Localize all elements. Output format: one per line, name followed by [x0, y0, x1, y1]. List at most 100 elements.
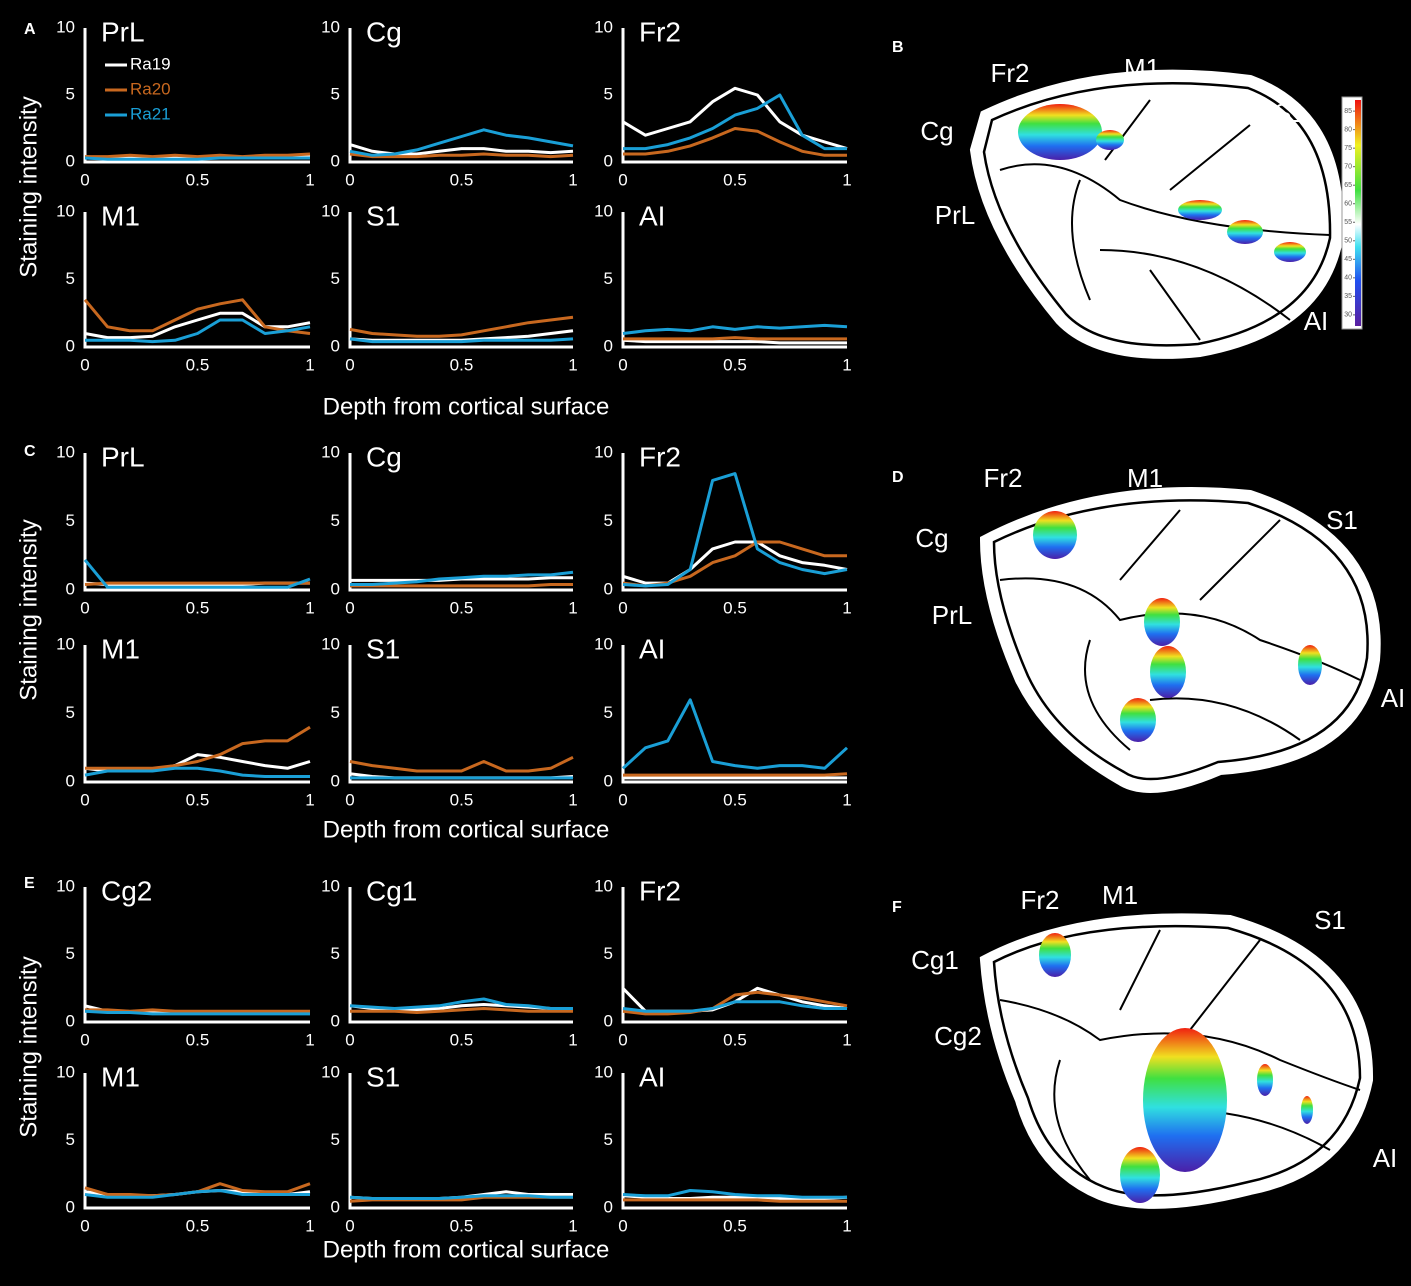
- series-line: [622, 472, 848, 588]
- x-axis-label: Depth from cortical surface: [323, 393, 610, 420]
- chart-title: M1: [101, 633, 140, 664]
- chart-title: Cg: [366, 16, 402, 47]
- y-tick-label: 5: [66, 84, 75, 103]
- chart-title: S1: [366, 1061, 400, 1092]
- x-tick-label: 0: [618, 1216, 627, 1235]
- region-label: AI: [1381, 683, 1406, 713]
- x-tick-label: 1: [305, 598, 314, 617]
- colorbar-tick-label: 65: [1344, 182, 1352, 189]
- y-tick-label: 5: [66, 703, 75, 722]
- region-label: Fr2: [1021, 885, 1060, 915]
- x-tick-label: 0.5: [723, 598, 747, 617]
- x-tick-label: 0: [345, 790, 354, 809]
- y-axis-label: Staining intensity: [15, 519, 42, 700]
- series-line: [622, 338, 847, 345]
- colorbar-tick-label: 35: [1344, 293, 1352, 300]
- series-line: [85, 318, 311, 344]
- y-tick-label: 0: [66, 151, 75, 170]
- x-tick-label: 0.5: [723, 790, 747, 809]
- x-tick-label: 0: [80, 1030, 89, 1049]
- series-line: [349, 128, 574, 157]
- region-label: S1: [1326, 505, 1358, 535]
- region-lines: [999, 509, 1361, 751]
- y-tick-label: 0: [66, 579, 75, 598]
- x-tick-label: 0: [345, 1030, 354, 1049]
- y-tick-label: 10: [56, 634, 75, 653]
- y-tick-label: 10: [594, 17, 613, 36]
- x-tick-label: 0.5: [723, 1030, 747, 1049]
- series-line: [623, 127, 847, 157]
- x-tick-label: 1: [842, 170, 851, 189]
- y-tick-label: 10: [321, 201, 340, 220]
- y-tick-label: 10: [594, 1062, 613, 1081]
- x-tick-label: 1: [568, 598, 577, 617]
- panel-label: C: [24, 443, 36, 460]
- x-tick-label: 1: [568, 1216, 577, 1235]
- y-tick-label: 5: [604, 1130, 613, 1149]
- x-tick-label: 0: [618, 790, 627, 809]
- series-line: [349, 315, 574, 338]
- brain-diagram-d: [979, 487, 1381, 793]
- series-line: [623, 93, 847, 151]
- chart-title: Cg2: [101, 875, 152, 906]
- series-line: [623, 772, 848, 777]
- heatmap-blob: [1033, 511, 1077, 559]
- series-line: [350, 1007, 573, 1014]
- x-tick-label: 0.5: [186, 598, 210, 617]
- series-line: [84, 1009, 310, 1016]
- region-label: PrL: [935, 200, 975, 230]
- y-tick-label: 5: [331, 84, 340, 103]
- x-tick-label: 0.5: [186, 790, 210, 809]
- y-tick-label: 0: [66, 1197, 75, 1216]
- x-tick-label: 0: [345, 355, 354, 374]
- region-label: Fr2: [984, 463, 1023, 493]
- heatmap-blob: [1120, 1147, 1160, 1203]
- series-line: [621, 698, 849, 770]
- y-tick-label: 10: [56, 17, 75, 36]
- y-tick-label: 5: [66, 1130, 75, 1149]
- series-line: [622, 990, 848, 1016]
- region-label: M1: [1124, 53, 1160, 83]
- y-axis-label: Staining intensity: [15, 956, 42, 1137]
- y-tick-label: 10: [321, 1062, 340, 1081]
- x-tick-label: 0.5: [450, 598, 474, 617]
- x-tick-label: 1: [305, 170, 314, 189]
- series-line: [85, 152, 311, 159]
- panel-label: D: [892, 469, 904, 486]
- y-tick-label: 0: [331, 771, 340, 790]
- chart-title: PrL: [101, 441, 145, 472]
- series-line: [84, 581, 310, 586]
- panel-label: B: [892, 39, 904, 56]
- y-tick-label: 5: [66, 269, 75, 288]
- chart-title: M1: [101, 200, 140, 231]
- colorbar-tick-label: 85: [1344, 108, 1352, 115]
- region-label: M1: [1127, 463, 1163, 493]
- x-tick-label: 1: [842, 598, 851, 617]
- chart-title: AI: [639, 200, 665, 231]
- region-lines: [999, 99, 1331, 341]
- heatmap-blob: [1144, 598, 1180, 646]
- legend-label: Ra21: [130, 104, 171, 123]
- y-tick-label: 0: [604, 1011, 613, 1030]
- y-tick-label: 0: [604, 151, 613, 170]
- series-line: [350, 570, 574, 586]
- y-tick-label: 0: [331, 1011, 340, 1030]
- x-tick-label: 1: [568, 790, 577, 809]
- brain-diagram-b: [969, 69, 1363, 359]
- x-axis-label: Depth from cortical surface: [323, 1236, 610, 1263]
- x-tick-label: 1: [305, 1030, 314, 1049]
- chart-title: Fr2: [639, 875, 681, 906]
- series-line: [349, 143, 574, 156]
- x-tick-label: 0: [80, 170, 89, 189]
- x-tick-label: 1: [842, 355, 851, 374]
- heatmap-blob: [1039, 933, 1071, 977]
- colorbar-tick-label: 60: [1344, 201, 1352, 208]
- chart-title: Fr2: [639, 441, 681, 472]
- x-tick-label: 0.5: [450, 790, 474, 809]
- y-tick-label: 5: [66, 944, 75, 963]
- panel-label: A: [24, 21, 36, 38]
- legend-label: Ra19: [130, 54, 171, 73]
- x-tick-label: 0.5: [723, 170, 747, 189]
- x-tick-label: 0: [618, 1030, 627, 1049]
